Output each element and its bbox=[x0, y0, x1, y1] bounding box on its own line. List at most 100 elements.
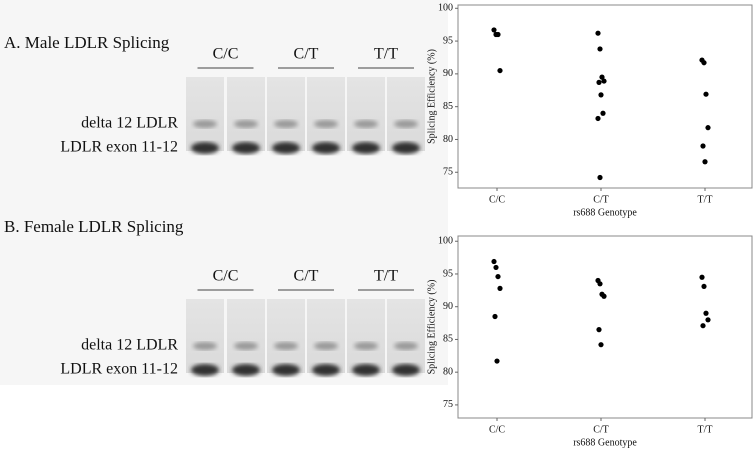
y-axis-label: Splicing Efficiency (%) bbox=[426, 49, 437, 144]
plot-frame bbox=[457, 4, 753, 189]
x-tick-label: T/T bbox=[698, 424, 713, 435]
x-tick-label: T/T bbox=[698, 194, 713, 205]
band-lower bbox=[272, 364, 300, 376]
band-lower bbox=[352, 364, 380, 376]
point bbox=[495, 273, 501, 280]
gel-lane bbox=[307, 77, 345, 151]
point bbox=[700, 323, 706, 329]
point bbox=[497, 285, 503, 291]
plot-frame bbox=[457, 235, 753, 419]
point bbox=[597, 46, 603, 52]
y-tick-label: 100 bbox=[438, 3, 453, 14]
band-lower bbox=[191, 364, 219, 376]
band-upper bbox=[354, 342, 378, 350]
band-upper bbox=[354, 120, 378, 128]
y-axis-label: Splicing Efficiency (%) bbox=[426, 280, 437, 375]
x-tick-label: C/C bbox=[489, 424, 505, 435]
band-upper bbox=[234, 342, 258, 350]
y-tick-label: 75 bbox=[443, 399, 453, 410]
band-lower bbox=[232, 142, 260, 154]
genotype-label: C/T bbox=[294, 46, 319, 63]
band-lower bbox=[272, 142, 300, 154]
gel-lane bbox=[186, 77, 224, 151]
band-lower bbox=[191, 142, 219, 154]
genotype-label: T/T bbox=[374, 46, 398, 63]
point bbox=[705, 317, 711, 323]
point bbox=[595, 115, 601, 122]
band-upper bbox=[274, 342, 298, 350]
gel-lane bbox=[186, 299, 224, 373]
gel-lane bbox=[227, 299, 265, 373]
point bbox=[703, 310, 709, 316]
gel-lane bbox=[267, 299, 305, 373]
point bbox=[492, 313, 498, 320]
band-upper bbox=[314, 342, 338, 350]
point bbox=[703, 91, 709, 97]
gel-lane bbox=[267, 77, 305, 151]
point bbox=[497, 67, 503, 74]
point bbox=[491, 258, 497, 265]
point bbox=[601, 78, 607, 84]
gel-lane bbox=[347, 299, 385, 373]
panel-title: B. Female LDLR Splicing bbox=[4, 217, 184, 236]
band-lower bbox=[392, 142, 420, 154]
genotype-label: C/C bbox=[213, 46, 239, 63]
band-lower bbox=[392, 364, 420, 376]
point bbox=[491, 27, 497, 33]
point bbox=[495, 31, 501, 38]
point bbox=[596, 79, 602, 85]
y-tick-label: 90 bbox=[443, 301, 453, 312]
genotype-label: C/C bbox=[213, 268, 239, 285]
y-tick-label: 90 bbox=[443, 68, 453, 79]
point bbox=[699, 274, 705, 280]
band-upper bbox=[314, 120, 338, 128]
y-tick-label: 100 bbox=[438, 236, 453, 247]
point bbox=[601, 293, 607, 299]
x-tick-label: C/C bbox=[489, 194, 505, 205]
band-label: delta 12 LDLR bbox=[81, 115, 178, 132]
x-tick-label: C/T bbox=[593, 424, 609, 435]
band-lower bbox=[232, 364, 260, 376]
genotype-label: C/T bbox=[294, 268, 319, 285]
point bbox=[494, 358, 500, 364]
y-tick-label: 95 bbox=[443, 268, 453, 279]
point bbox=[701, 60, 707, 66]
point bbox=[595, 30, 601, 36]
gel-lane bbox=[227, 77, 265, 151]
point bbox=[599, 74, 605, 80]
y-tick-label: 75 bbox=[443, 167, 453, 178]
x-tick-label: C/T bbox=[593, 194, 609, 205]
band-lower bbox=[312, 142, 340, 154]
y-tick-label: 85 bbox=[443, 334, 453, 345]
point bbox=[598, 92, 604, 98]
point bbox=[702, 159, 708, 165]
band-upper bbox=[234, 120, 258, 128]
band-upper bbox=[274, 120, 298, 128]
gel-lane bbox=[387, 299, 425, 373]
gel-lane bbox=[347, 77, 385, 151]
point bbox=[597, 281, 603, 287]
gel-lane bbox=[307, 299, 345, 373]
point bbox=[705, 125, 711, 131]
point bbox=[701, 283, 707, 290]
band-lower bbox=[312, 364, 340, 376]
point bbox=[596, 327, 602, 333]
panel-title: A. Male LDLR Splicing bbox=[4, 33, 170, 52]
x-axis-label: rs688 Genotype bbox=[573, 437, 637, 448]
point bbox=[493, 264, 499, 271]
y-tick-label: 80 bbox=[443, 366, 453, 377]
point bbox=[700, 143, 706, 149]
y-tick-label: 85 bbox=[443, 101, 453, 112]
band-upper bbox=[193, 342, 217, 350]
point bbox=[598, 342, 604, 348]
y-tick-label: 80 bbox=[443, 134, 453, 145]
band-label: delta 12 LDLR bbox=[81, 337, 178, 354]
band-label: LDLR exon 11-12 bbox=[60, 361, 178, 378]
genotype-label: T/T bbox=[374, 268, 398, 285]
band-upper bbox=[193, 120, 217, 128]
band-upper bbox=[394, 342, 418, 350]
y-tick-label: 95 bbox=[443, 35, 453, 46]
band-upper bbox=[394, 120, 418, 128]
point bbox=[597, 174, 603, 181]
